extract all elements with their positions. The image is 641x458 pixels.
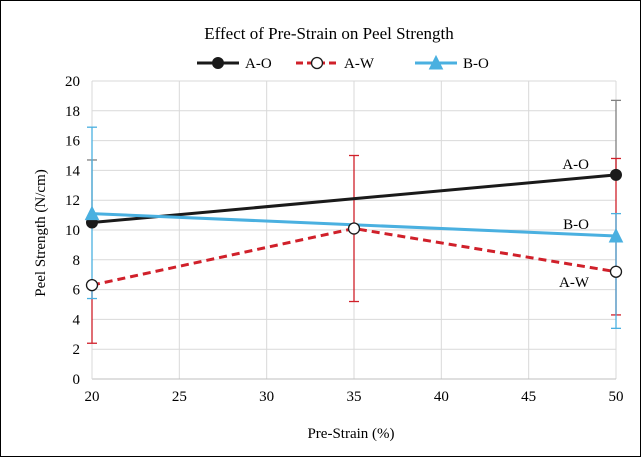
x-tick-label: 25 bbox=[172, 389, 187, 405]
legend: A-O A-W B-O bbox=[197, 54, 489, 72]
legend-entry: A-O bbox=[197, 56, 272, 72]
y-tick-label: 8 bbox=[73, 253, 81, 269]
y-tick-label: 2 bbox=[73, 342, 81, 358]
x-tick-label: 40 bbox=[434, 389, 449, 405]
x-axis-label: Pre-Strain (%) bbox=[307, 426, 394, 442]
data-point bbox=[84, 205, 100, 221]
x-tick-label: 45 bbox=[521, 389, 536, 405]
series-layer: A-O A-W B-O bbox=[84, 99, 624, 344]
y-tick-label: 0 bbox=[73, 372, 81, 388]
y-tick-label: 6 bbox=[73, 283, 81, 299]
legend-entry: A-W bbox=[296, 56, 375, 72]
legend-entry: B-O bbox=[415, 54, 489, 72]
series-line bbox=[91, 173, 617, 225]
series-end-label: A-O bbox=[562, 157, 589, 173]
data-point bbox=[347, 222, 361, 235]
y-tick-label: 10 bbox=[65, 223, 80, 239]
chart-title: Effect of Pre-Strain on Peel Strength bbox=[204, 24, 454, 43]
y-tick-label: 16 bbox=[65, 134, 81, 150]
data-point bbox=[428, 54, 444, 70]
data-point bbox=[610, 168, 622, 181]
data-point bbox=[609, 265, 623, 278]
data-point bbox=[212, 57, 224, 69]
data-point bbox=[310, 56, 324, 70]
series-end-label: B-O bbox=[563, 217, 589, 233]
y-axis-label: Peel Strength (N/cm) bbox=[33, 169, 49, 296]
x-tick-label: 50 bbox=[609, 389, 624, 405]
x-tick-label: 20 bbox=[85, 389, 100, 405]
x-tick-label: 35 bbox=[347, 389, 362, 405]
tick-labels: 0 2 4 6 8 10 12 14 16 18 20 20 25 30 35 40 45 50 bbox=[65, 74, 624, 405]
x-tick-label: 30 bbox=[259, 389, 274, 405]
data-point bbox=[85, 278, 99, 292]
y-tick-label: 4 bbox=[73, 312, 81, 328]
legend-label: B-O bbox=[463, 56, 489, 72]
y-tick-label: 20 bbox=[65, 74, 80, 90]
series-end-label: A-W bbox=[559, 275, 590, 291]
y-tick-label: 18 bbox=[65, 104, 80, 120]
y-tick-label: 14 bbox=[65, 163, 81, 179]
data-point bbox=[608, 227, 624, 243]
legend-label: A-O bbox=[245, 56, 272, 72]
series-line bbox=[91, 226, 617, 287]
y-tick-label: 12 bbox=[65, 193, 80, 209]
legend-label: A-W bbox=[344, 56, 375, 72]
